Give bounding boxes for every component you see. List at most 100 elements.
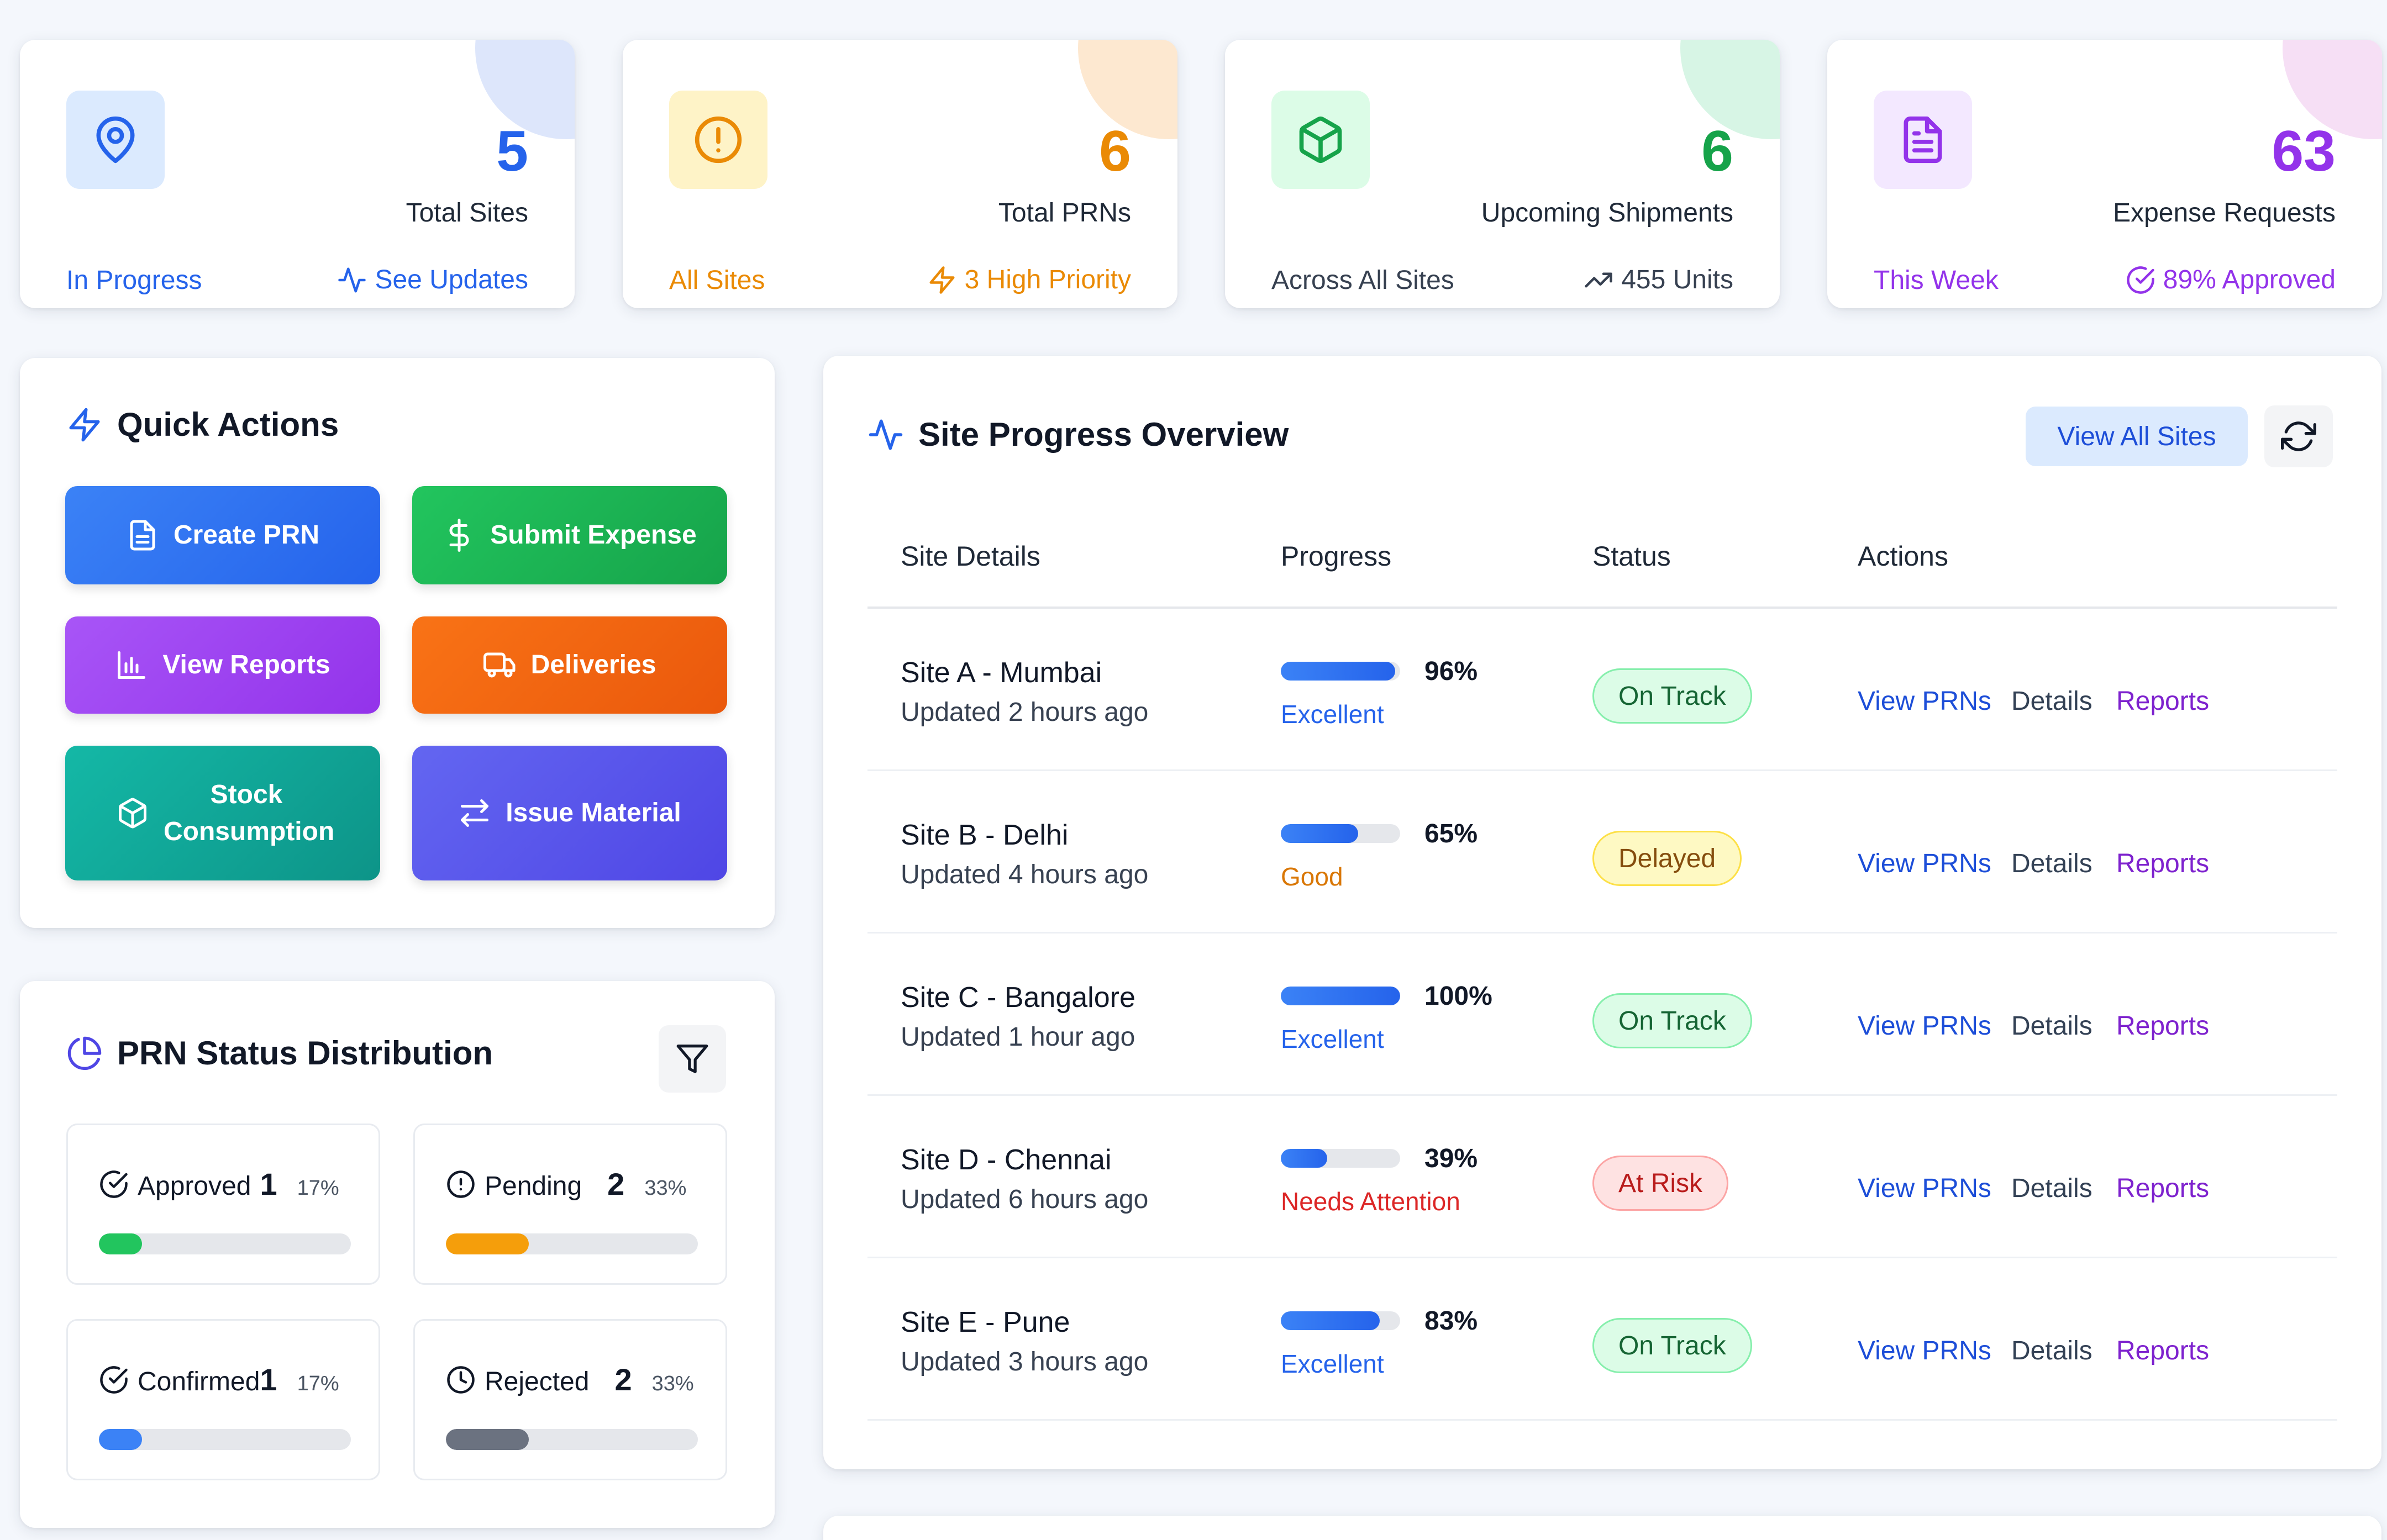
stat-card-expense-requests: 63 Expense Requests This Week 89% Approv… [1827, 40, 2382, 308]
row-divider [867, 932, 2337, 934]
progress-rating: Excellent [1281, 700, 1384, 729]
view-prns-link[interactable]: View PRNs [1858, 849, 1991, 878]
button-label: Submit Expense [490, 520, 697, 550]
site-progress-header: Site Progress Overview [867, 415, 1289, 453]
see-updates-link[interactable]: See Updates [337, 265, 528, 295]
prn-status-title: PRN Status Distribution [117, 1035, 493, 1072]
progress-fill [1281, 1311, 1380, 1330]
prn-status-panel: PRN Status Distribution Approved 1 17% P… [20, 981, 775, 1528]
progress-track [1281, 1149, 1400, 1168]
issue-material-button[interactable]: Issue Material [412, 746, 727, 880]
stat-number: 5 [496, 119, 528, 183]
status-label: Confirmed [138, 1367, 260, 1396]
truck-icon [483, 652, 516, 678]
progress-fill [1281, 987, 1400, 1005]
filter-button[interactable] [659, 1025, 726, 1093]
zap-icon [929, 266, 955, 294]
status-count: 1 [260, 1167, 277, 1201]
box-icon [119, 798, 146, 829]
quick-actions-panel: Quick Actions Create PRN Submit Expense … [20, 358, 775, 928]
submit-expense-button[interactable]: Submit Expense [412, 486, 727, 584]
file-icon [130, 520, 155, 551]
prn-status-tile-rejected[interactable]: Rejected 2 33% [413, 1319, 727, 1480]
create-prn-button[interactable]: Create PRN [65, 486, 380, 584]
stat-foot-label: 89% Approved [2163, 265, 2336, 294]
high-priority-link[interactable]: 3 High Priority [927, 265, 1131, 295]
site-updated: Updated 4 hours ago [901, 860, 1149, 889]
prn-status-row: Approved 1 17% [99, 1166, 339, 1202]
stat-card-total-prns: 6 Total PRNs All Sites 3 High Priority [623, 40, 1177, 308]
reports-link[interactable]: Reports [2116, 1174, 2210, 1203]
reports-link[interactable]: Reports [2116, 1336, 2210, 1365]
site-name: Site C - Bangalore [901, 982, 1135, 1014]
progress-rating: Excellent [1281, 1349, 1384, 1378]
prn-status-tile-approved[interactable]: Approved 1 17% [66, 1124, 380, 1285]
prn-status-header: PRN Status Distribution [66, 1034, 493, 1072]
view-prns-link[interactable]: View PRNs [1858, 1011, 1991, 1041]
view-prns-link[interactable]: View PRNs [1858, 687, 1991, 716]
progress-track [1281, 1311, 1400, 1330]
units-link[interactable]: 455 Units [1584, 265, 1733, 295]
clock-icon [447, 1365, 475, 1394]
details-link[interactable]: Details [2011, 687, 2092, 716]
status-progress-track [99, 1233, 351, 1254]
stat-subtitle: All Sites [669, 266, 765, 295]
site-updated: Updated 1 hour ago [901, 1022, 1135, 1052]
details-link[interactable]: Details [2011, 1011, 2092, 1041]
progress-track [1281, 824, 1400, 843]
stock-consumption-button[interactable]: Stock Consumption [65, 746, 380, 880]
button-label: Create PRN [173, 520, 320, 550]
status-badge: Delayed [1592, 831, 1742, 886]
check-circle-icon [2127, 266, 2154, 294]
status-badge: At Risk [1592, 1156, 1729, 1211]
site-updated: Updated 2 hours ago [901, 698, 1149, 727]
view-prns-link[interactable]: View PRNs [1858, 1336, 1991, 1365]
file-text-icon [1874, 91, 1972, 189]
stat-number: 6 [1099, 119, 1131, 183]
progress-percent: 65% [1424, 819, 1478, 848]
refresh-button[interactable] [2264, 405, 2333, 467]
map-pin-icon [66, 91, 165, 189]
alert-circle-icon [447, 1170, 475, 1198]
site-updated: Updated 3 hours ago [901, 1347, 1149, 1376]
deliveries-button[interactable]: Deliveries [412, 616, 727, 714]
view-prns-link[interactable]: View PRNs [1858, 1174, 1991, 1203]
view-reports-button[interactable]: View Reports [65, 616, 380, 714]
alert-circle-icon [669, 91, 767, 189]
status-progress-track [99, 1429, 351, 1450]
prn-status-row: Rejected 2 33% [446, 1362, 694, 1397]
reports-link[interactable]: Reports [2116, 1011, 2210, 1041]
view-all-sites-button[interactable]: View All Sites [2026, 407, 2248, 466]
progress-fill [1281, 1149, 1328, 1168]
arrows-icon [461, 799, 489, 827]
stat-foot-label: 455 Units [1621, 265, 1733, 294]
table-row: Site C - Bangalore Updated 1 hour ago 10… [867, 935, 2337, 1096]
progress-rating: Needs Attention [1281, 1187, 1460, 1216]
details-link[interactable]: Details [2011, 1174, 2092, 1203]
column-header-site-details: Site Details [901, 541, 1040, 572]
stat-subtitle: Across All Sites [1271, 266, 1454, 295]
site-updated: Updated 6 hours ago [901, 1185, 1149, 1214]
progress-rating: Good [1281, 862, 1343, 891]
pie-chart-icon [67, 1036, 102, 1070]
approved-link[interactable]: 89% Approved [2126, 265, 2336, 295]
prn-status-tile-confirmed[interactable]: Confirmed 1 17% [66, 1319, 380, 1480]
button-label: Stock Consumption [164, 779, 335, 846]
filter-icon [676, 1045, 708, 1073]
status-progress-fill [446, 1429, 529, 1450]
row-divider [867, 1094, 2337, 1096]
prn-status-tile-pending[interactable]: Pending 2 33% [413, 1124, 727, 1285]
status-percent: 33% [651, 1372, 694, 1395]
reports-link[interactable]: Reports [2116, 849, 2210, 878]
table-row: Site B - Delhi Updated 4 hours ago 65% G… [867, 772, 2337, 934]
progress-track [1281, 662, 1400, 681]
quick-actions-header: Quick Actions [66, 405, 339, 444]
stat-number: 6 [1701, 119, 1733, 183]
reports-link[interactable]: Reports [2116, 687, 2210, 716]
details-link[interactable]: Details [2011, 1336, 2092, 1365]
site-name: Site D - Chennai [901, 1144, 1112, 1176]
status-badge: On Track [1592, 1318, 1752, 1373]
refresh-icon [2281, 421, 2316, 451]
status-progress-fill [446, 1233, 529, 1254]
details-link[interactable]: Details [2011, 849, 2092, 878]
